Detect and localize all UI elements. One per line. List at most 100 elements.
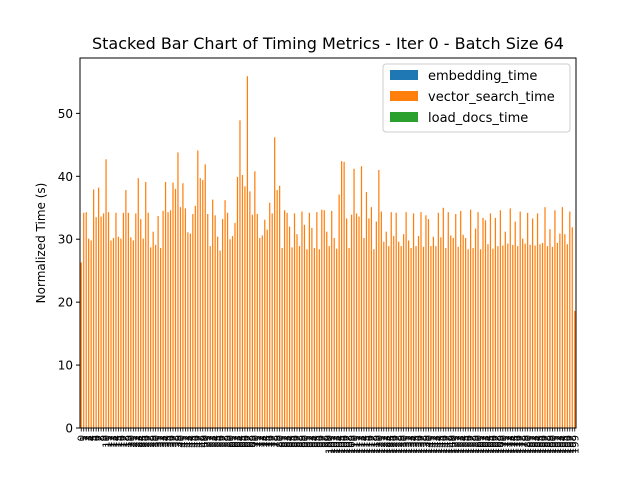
x-tick-label: 138 — [419, 435, 430, 454]
x-tick-label: 2 — [82, 435, 93, 441]
x-tick-label: 123 — [382, 435, 393, 454]
bar-vector-search-time-14 — [115, 212, 117, 428]
x-tick-label: 133 — [407, 435, 418, 454]
x-tick-label: 155 — [461, 435, 472, 454]
x-tick-label: 109 — [347, 435, 358, 454]
legend-box — [382, 63, 571, 133]
bar-vector-search-time-195 — [564, 234, 566, 428]
x-tick-label: 60 — [226, 435, 237, 448]
bar-vector-search-time-108 — [348, 248, 350, 428]
bar-vector-search-time-159 — [474, 228, 477, 428]
x-tick-label: 169 — [496, 435, 507, 454]
bar-vector-search-time-23 — [137, 178, 139, 428]
bar-vector-search-time-176 — [517, 246, 519, 428]
bar-vector-search-time-57 — [221, 219, 224, 428]
x-tick-label: 53 — [208, 435, 219, 448]
x-tick-label: 6 — [92, 435, 103, 441]
bar-vector-search-time-130 — [403, 234, 405, 428]
bar-vector-search-time-199 — [574, 310, 576, 428]
bar-vector-search-time-136 — [417, 236, 420, 428]
bar-vector-search-time-86 — [293, 213, 296, 428]
bar-vector-search-time-120 — [378, 170, 380, 428]
x-tick-label: 129 — [397, 435, 408, 454]
x-tick-label: 66 — [240, 435, 251, 448]
x-tick-label: 12 — [107, 435, 118, 448]
x-tick-label: 197 — [565, 435, 576, 454]
bar-vector-search-time-175 — [514, 221, 516, 428]
bar-vector-search-time-135 — [415, 246, 417, 428]
x-tick-label: 158 — [469, 435, 480, 454]
x-tick-label: 76 — [265, 435, 276, 448]
x-tick-label: 147 — [441, 435, 452, 454]
x-tick-label: 41 — [178, 435, 189, 448]
bar-vector-search-time-104 — [338, 194, 340, 428]
x-tick-label: 95 — [312, 435, 323, 448]
bar-vector-search-time-123 — [385, 231, 387, 428]
bar-vector-search-time-71 — [256, 214, 258, 428]
bar-vector-search-time-127 — [395, 212, 397, 428]
x-tick-label: 175 — [511, 435, 522, 454]
bar-vector-search-time-100 — [328, 246, 330, 428]
bar-vector-search-time-91 — [306, 249, 308, 428]
bar-vector-search-time-11 — [107, 212, 110, 428]
x-tick-label: 83 — [283, 435, 294, 448]
x-tick-label: 150 — [449, 435, 460, 454]
bar-vector-search-time-103 — [336, 248, 338, 428]
bar-vector-search-time-178 — [522, 238, 524, 428]
bar-vector-search-time-139 — [425, 215, 427, 428]
bar-vector-search-time-138 — [422, 246, 425, 428]
x-tick-label: 34 — [161, 435, 172, 448]
bar-vector-search-time-29 — [152, 231, 154, 428]
x-tick-label: 3 — [84, 435, 95, 441]
x-tick-label: 73 — [258, 435, 269, 448]
bar-vector-search-time-198 — [571, 227, 573, 428]
bar-vector-search-time-7 — [97, 187, 100, 428]
x-tick-label: 198 — [568, 435, 579, 454]
x-tick-label: 199 — [570, 435, 581, 454]
bar-vector-search-time-83 — [286, 212, 288, 428]
x-tick-label: 174 — [508, 435, 519, 454]
bar-vector-search-time-34 — [164, 181, 167, 428]
bar-vector-search-time-157 — [469, 209, 472, 428]
bar-vector-search-time-51 — [207, 214, 209, 428]
x-tick-label: 37 — [169, 435, 180, 448]
x-tick-label: 18 — [121, 435, 132, 448]
x-tick-label: 61 — [228, 435, 239, 448]
x-tick-label: 9 — [99, 435, 110, 441]
x-tick-label: 107 — [342, 435, 353, 454]
bar-vector-search-time-59 — [226, 212, 229, 428]
x-tick-label: 23 — [134, 435, 145, 448]
x-tick-label: 35 — [164, 435, 175, 448]
bar-vector-search-time-101 — [331, 210, 333, 428]
y-axis-label: Normalized Time (s) — [34, 183, 48, 304]
x-tick-label: 84 — [285, 435, 296, 448]
x-tick-label: 193 — [555, 435, 566, 454]
x-tick-label: 10 — [102, 435, 113, 448]
x-tick-label: 170 — [498, 435, 509, 454]
x-tick-label: 89 — [297, 435, 308, 448]
bar-vector-search-time-78 — [274, 137, 276, 429]
bar-vector-search-time-12 — [110, 240, 112, 428]
bar-vector-search-time-67 — [246, 76, 249, 428]
bar-vector-search-time-132 — [407, 240, 410, 428]
x-tick-label: 24 — [136, 435, 147, 448]
bar-vector-search-time-149 — [450, 235, 452, 428]
bar-vector-search-time-45 — [192, 214, 194, 428]
x-tick-label: 151 — [451, 435, 462, 454]
bar-vector-search-time-106 — [343, 161, 345, 428]
bar-vector-search-time-52 — [209, 246, 211, 428]
x-tick-label: 20 — [126, 435, 137, 448]
bar-vector-search-time-153 — [460, 210, 462, 428]
x-tick-label: 13 — [109, 435, 120, 448]
x-tick-label: 22 — [131, 435, 142, 448]
x-tick-label: 56 — [216, 435, 227, 448]
x-tick-label: 17 — [119, 435, 130, 448]
bar-vector-search-time-131 — [405, 212, 407, 428]
bar-vector-search-time-19 — [127, 212, 129, 428]
bar-vector-search-time-160 — [477, 212, 479, 428]
bar-vector-search-time-1 — [83, 212, 85, 428]
bar-vector-search-time-33 — [162, 210, 164, 428]
x-tick-label: 96 — [315, 435, 326, 448]
x-tick-label: 69 — [248, 435, 259, 448]
